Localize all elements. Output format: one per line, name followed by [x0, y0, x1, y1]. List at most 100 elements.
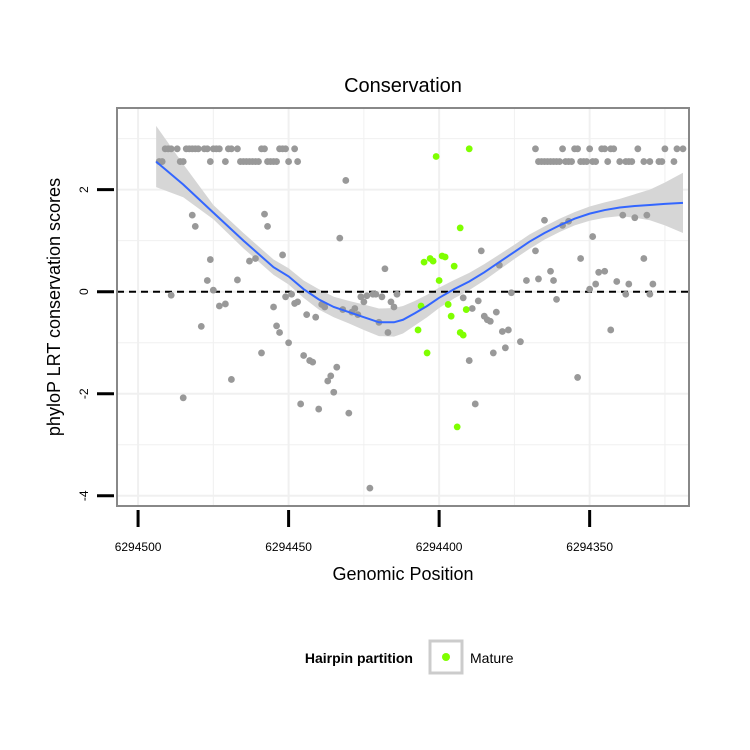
- data-point: [357, 293, 365, 301]
- data-point: [559, 145, 566, 153]
- data-point: [351, 305, 359, 312]
- data-point: [390, 303, 398, 311]
- data-point: [393, 290, 401, 298]
- data-point: [640, 158, 648, 165]
- data-point: [234, 145, 241, 153]
- data-point: [234, 276, 241, 284]
- data-point: [167, 291, 175, 299]
- data-point: [309, 358, 317, 366]
- data-point-mature: [435, 277, 443, 284]
- data-point: [550, 277, 557, 284]
- legend-label-mature: Mature: [470, 650, 514, 666]
- data-point: [619, 211, 627, 219]
- data-point: [261, 210, 268, 218]
- data-point: [658, 158, 666, 165]
- data-point: [258, 349, 265, 357]
- data-point-mature: [462, 306, 470, 313]
- data-point: [535, 275, 542, 283]
- data-point: [486, 317, 494, 325]
- data-point: [592, 280, 600, 288]
- data-point: [209, 286, 217, 294]
- data-point: [303, 311, 311, 319]
- data-point: [378, 293, 386, 301]
- data-point: [282, 293, 289, 301]
- data-point: [279, 251, 286, 259]
- y-tick-label: 2: [77, 186, 91, 193]
- data-point-mature: [423, 349, 431, 357]
- data-point: [255, 158, 262, 165]
- data-point: [489, 349, 497, 357]
- data-point: [465, 357, 473, 364]
- data-point: [312, 313, 320, 321]
- x-tick-label: 6294450: [265, 540, 312, 554]
- data-point: [285, 158, 292, 165]
- data-point: [173, 145, 181, 153]
- data-point: [670, 158, 678, 165]
- data-point: [553, 295, 560, 303]
- data-point: [574, 145, 582, 153]
- data-point: [646, 158, 654, 165]
- data-point: [541, 216, 548, 224]
- data-point: [360, 298, 368, 306]
- data-point: [324, 377, 332, 385]
- y-tick-label: 0: [77, 288, 91, 295]
- data-point: [607, 326, 615, 334]
- data-point: [384, 329, 392, 336]
- data-point: [492, 308, 500, 316]
- data-point: [321, 303, 329, 311]
- data-point: [504, 326, 512, 334]
- data-point: [610, 145, 618, 153]
- data-point: [468, 305, 476, 312]
- data-point: [203, 277, 211, 284]
- data-point-mature: [465, 145, 473, 153]
- data-point: [601, 267, 609, 275]
- data-point: [330, 388, 338, 396]
- data-point: [574, 374, 582, 381]
- data-point: [586, 145, 594, 153]
- confidence-ribbon: [156, 125, 683, 337]
- data-point: [264, 222, 271, 230]
- ribbon-area: [156, 125, 683, 337]
- data-point: [532, 145, 539, 153]
- data-point: [228, 376, 235, 383]
- legend: Hairpin partition Mature: [305, 639, 514, 675]
- data-point-mature: [420, 258, 428, 266]
- data-point: [366, 484, 374, 492]
- data-point: [215, 145, 223, 153]
- data-point: [616, 158, 624, 165]
- data-point: [246, 257, 253, 265]
- legend-title: Hairpin partition: [305, 650, 413, 666]
- data-point: [532, 247, 539, 255]
- data-point: [640, 255, 648, 262]
- data-point: [179, 158, 187, 165]
- data-point: [517, 338, 524, 346]
- y-tick-label: -2: [77, 388, 91, 399]
- data-point: [501, 344, 509, 352]
- data-point: [547, 267, 554, 275]
- data-point: [577, 255, 585, 262]
- data-point: [661, 145, 669, 153]
- data-point-mature: [441, 253, 449, 261]
- data-point: [613, 278, 621, 285]
- data-point: [273, 158, 280, 165]
- data-point-mature: [444, 301, 452, 308]
- data-point-mature: [432, 153, 440, 160]
- data-point: [300, 352, 308, 359]
- legend-marker-mature: [442, 653, 450, 661]
- data-point: [471, 400, 479, 408]
- data-point: [342, 177, 350, 184]
- data-point-mature: [459, 331, 467, 339]
- smooth-curve: [155, 160, 684, 324]
- data-point: [191, 222, 199, 230]
- data-point-mature: [414, 326, 422, 334]
- data-point: [282, 145, 289, 153]
- data-point: [291, 145, 299, 153]
- data-point: [372, 290, 380, 298]
- data-point: [556, 158, 563, 165]
- x-tick-label: 6294400: [416, 540, 463, 554]
- data-point: [507, 289, 515, 297]
- data-point: [206, 256, 214, 263]
- data-point: [459, 294, 467, 302]
- data-point: [643, 211, 651, 219]
